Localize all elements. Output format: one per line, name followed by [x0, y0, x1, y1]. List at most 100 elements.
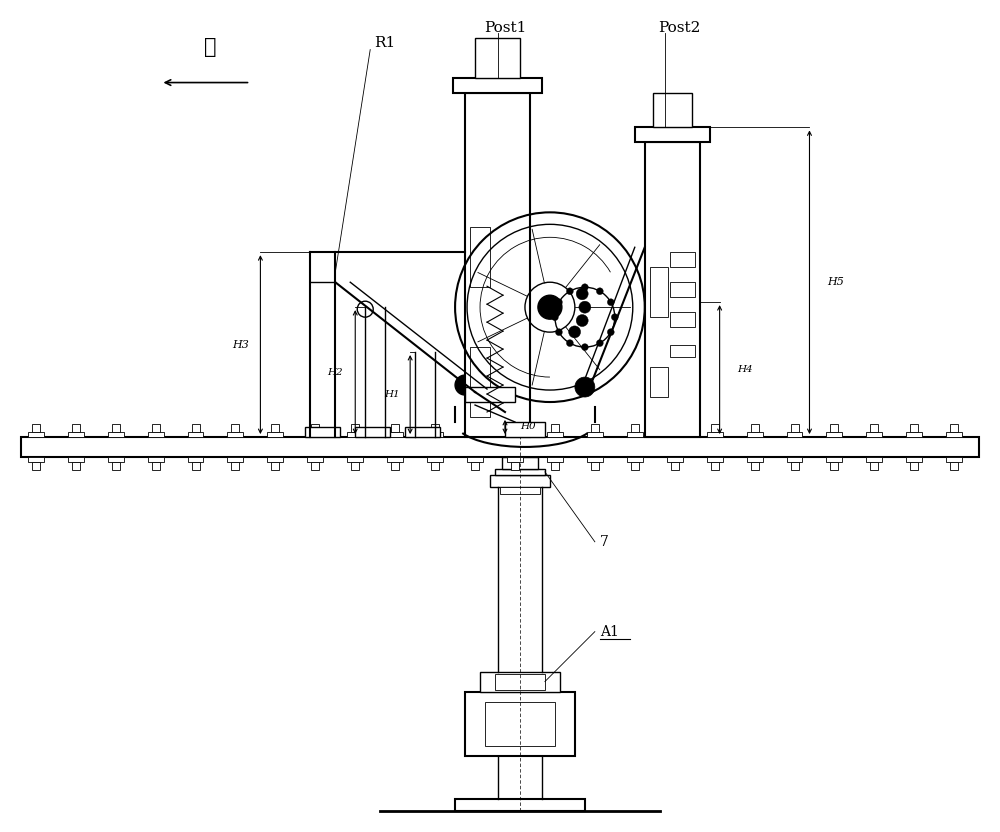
Polygon shape — [311, 462, 319, 470]
Polygon shape — [148, 457, 164, 462]
Polygon shape — [787, 457, 802, 462]
Polygon shape — [547, 457, 563, 462]
Polygon shape — [485, 701, 555, 746]
Polygon shape — [470, 397, 490, 417]
Polygon shape — [791, 462, 799, 470]
Circle shape — [576, 314, 588, 326]
Circle shape — [581, 344, 588, 350]
Polygon shape — [627, 457, 643, 462]
Polygon shape — [470, 347, 490, 387]
Polygon shape — [475, 37, 520, 77]
Polygon shape — [351, 462, 359, 470]
Polygon shape — [551, 424, 559, 432]
Polygon shape — [465, 691, 575, 756]
Circle shape — [551, 314, 558, 320]
Polygon shape — [72, 424, 80, 432]
Polygon shape — [467, 457, 483, 462]
Polygon shape — [671, 462, 679, 470]
Polygon shape — [453, 77, 542, 92]
Text: 7: 7 — [600, 535, 609, 549]
Polygon shape — [32, 462, 40, 470]
Polygon shape — [495, 674, 545, 690]
Circle shape — [569, 326, 581, 338]
Polygon shape — [347, 432, 363, 437]
Circle shape — [596, 339, 603, 347]
Polygon shape — [707, 432, 723, 437]
Polygon shape — [946, 432, 962, 437]
Polygon shape — [148, 432, 164, 437]
Polygon shape — [490, 475, 550, 487]
Polygon shape — [271, 462, 279, 470]
Polygon shape — [587, 432, 603, 437]
Polygon shape — [152, 424, 160, 432]
Polygon shape — [747, 432, 763, 437]
Polygon shape — [830, 424, 838, 432]
Polygon shape — [192, 424, 200, 432]
Polygon shape — [711, 462, 719, 470]
Polygon shape — [21, 437, 979, 457]
Polygon shape — [347, 457, 363, 462]
Polygon shape — [351, 424, 359, 432]
Circle shape — [555, 329, 562, 335]
Circle shape — [575, 377, 595, 397]
Polygon shape — [551, 462, 559, 470]
Polygon shape — [267, 432, 283, 437]
Polygon shape — [870, 424, 878, 432]
Polygon shape — [650, 267, 668, 317]
Polygon shape — [507, 457, 523, 462]
Circle shape — [538, 295, 562, 319]
Polygon shape — [307, 457, 323, 462]
Polygon shape — [355, 427, 390, 437]
Text: H1: H1 — [384, 390, 400, 399]
Polygon shape — [826, 457, 842, 462]
Circle shape — [566, 288, 573, 295]
Polygon shape — [387, 432, 403, 437]
Polygon shape — [470, 227, 490, 287]
Polygon shape — [231, 462, 239, 470]
Polygon shape — [431, 424, 439, 432]
Polygon shape — [192, 462, 200, 470]
Polygon shape — [108, 457, 124, 462]
Text: H4: H4 — [738, 365, 753, 374]
Polygon shape — [305, 427, 340, 437]
Polygon shape — [591, 462, 599, 470]
Polygon shape — [152, 462, 160, 470]
Polygon shape — [431, 462, 439, 470]
Polygon shape — [495, 469, 545, 475]
Text: R1: R1 — [375, 36, 396, 50]
Polygon shape — [670, 252, 695, 267]
Polygon shape — [500, 487, 540, 494]
Polygon shape — [787, 432, 802, 437]
Polygon shape — [910, 424, 918, 432]
Polygon shape — [711, 424, 719, 432]
Polygon shape — [670, 282, 695, 297]
Polygon shape — [227, 432, 243, 437]
Polygon shape — [645, 142, 700, 437]
Text: H2: H2 — [327, 368, 343, 377]
Polygon shape — [68, 457, 84, 462]
Polygon shape — [747, 457, 763, 462]
Polygon shape — [671, 424, 679, 432]
Polygon shape — [906, 457, 922, 462]
Polygon shape — [653, 92, 692, 127]
Polygon shape — [751, 424, 759, 432]
Polygon shape — [455, 800, 585, 811]
Text: H5: H5 — [827, 277, 844, 287]
Polygon shape — [910, 462, 918, 470]
Polygon shape — [227, 457, 243, 462]
Polygon shape — [870, 462, 878, 470]
Polygon shape — [591, 424, 599, 432]
Text: Post1: Post1 — [484, 21, 526, 35]
Polygon shape — [427, 457, 443, 462]
Polygon shape — [707, 457, 723, 462]
Polygon shape — [866, 457, 882, 462]
Text: H3: H3 — [232, 339, 249, 349]
Polygon shape — [231, 424, 239, 432]
Polygon shape — [502, 457, 538, 469]
Circle shape — [581, 284, 588, 290]
Polygon shape — [471, 462, 479, 470]
Polygon shape — [587, 457, 603, 462]
Polygon shape — [950, 462, 958, 470]
Polygon shape — [32, 424, 40, 432]
Polygon shape — [667, 457, 683, 462]
